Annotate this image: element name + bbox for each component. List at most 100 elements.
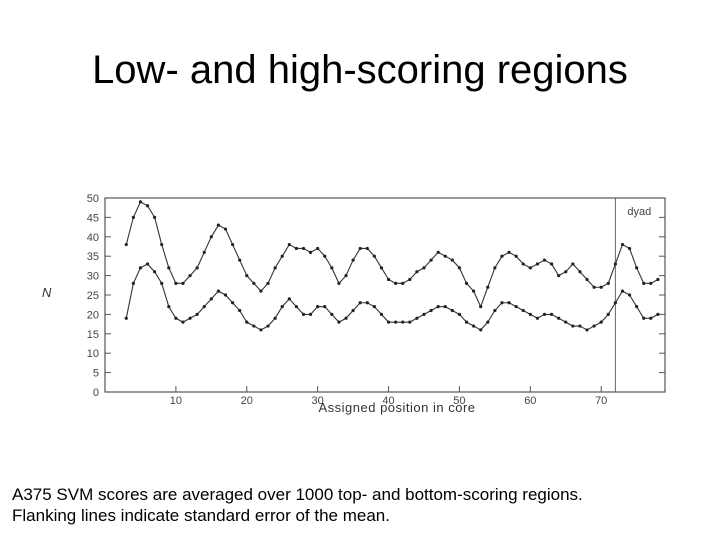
y-tick-label: 40	[87, 232, 99, 244]
data-point	[294, 305, 298, 309]
data-point	[585, 328, 589, 332]
data-point	[294, 246, 298, 251]
x-axis-label: Assigned position in core	[318, 400, 475, 415]
data-point	[408, 277, 412, 282]
data-point	[571, 262, 575, 266]
data-point	[564, 270, 568, 274]
data-point	[479, 328, 483, 332]
data-point	[138, 266, 143, 270]
data-point	[351, 258, 355, 262]
data-point	[358, 246, 362, 251]
data-point	[528, 266, 532, 270]
data-point	[557, 274, 561, 278]
data-point	[337, 281, 341, 285]
x-tick-label: 20	[241, 395, 253, 407]
data-point	[649, 316, 653, 320]
data-point	[160, 281, 164, 285]
x-tick-label: 10	[170, 395, 182, 407]
data-point	[564, 320, 568, 324]
data-point	[457, 312, 462, 316]
data-point	[422, 266, 426, 270]
data-point	[521, 308, 525, 313]
data-point	[372, 305, 376, 309]
data-point	[599, 320, 603, 324]
data-point	[259, 289, 263, 293]
data-point	[429, 308, 433, 313]
data-point	[436, 250, 440, 254]
data-point	[386, 320, 391, 324]
data-point	[450, 258, 454, 262]
data-point	[606, 281, 610, 285]
data-point	[131, 281, 135, 285]
caption: A375 SVM scores are averaged over 1000 t…	[12, 484, 712, 526]
data-point	[202, 250, 206, 254]
data-point	[401, 320, 405, 324]
data-point	[344, 316, 348, 320]
data-point	[337, 320, 341, 324]
y-tick-label: 0	[93, 387, 99, 399]
data-point	[415, 316, 419, 320]
data-point	[464, 320, 469, 324]
dyad-marker: dyad	[614, 198, 651, 392]
data-point	[131, 215, 135, 219]
x-tick-label: 50	[453, 395, 465, 407]
data-point	[500, 301, 504, 305]
data-point	[656, 312, 660, 316]
data-point	[557, 316, 561, 320]
data-point	[195, 312, 199, 316]
data-point	[280, 254, 284, 258]
data-point	[549, 262, 554, 266]
data-point	[613, 262, 617, 266]
data-point	[394, 281, 398, 285]
data-point	[188, 274, 192, 278]
data-point	[642, 281, 646, 285]
data-point	[606, 312, 610, 316]
series-line-2	[125, 263, 659, 331]
data-point	[479, 305, 483, 309]
data-point	[443, 254, 447, 258]
data-point	[585, 277, 589, 282]
data-point	[578, 270, 582, 274]
y-tick-label: 20	[87, 309, 99, 321]
data-point	[535, 262, 540, 266]
data-point	[592, 285, 596, 289]
data-point	[386, 277, 391, 282]
data-point	[620, 289, 625, 293]
data-point	[656, 277, 660, 282]
chart-figure: 0 5 10 15 20 25 30 35 40 45 50 10 20 30 40 50 60 70 dyad…	[20, 185, 720, 420]
data-point	[379, 312, 384, 316]
data-point	[450, 308, 454, 313]
data-point	[223, 227, 228, 231]
y-tick-label: 5	[93, 368, 99, 380]
data-point	[245, 274, 249, 278]
data-point	[620, 242, 625, 247]
data-point	[280, 305, 284, 309]
data-point	[230, 242, 235, 247]
line-chart: 0 5 10 15 20 25 30 35 40 45 50 10 20 30 40 50 60 70 dyad…	[42, 193, 666, 415]
data-point	[592, 324, 596, 328]
data-point	[521, 262, 525, 266]
data-point	[627, 246, 632, 251]
data-point	[599, 285, 603, 289]
x-tick-label: 70	[595, 395, 607, 407]
data-point	[642, 316, 646, 320]
y-tick-label: 10	[87, 348, 99, 360]
data-point	[330, 312, 334, 316]
data-point	[429, 258, 433, 262]
data-point	[195, 266, 199, 270]
data-point	[493, 266, 497, 270]
y-tick-label: 25	[87, 290, 99, 302]
series-line-1	[125, 201, 659, 309]
data-point	[436, 305, 440, 309]
y-tick-label: 30	[87, 271, 99, 283]
caption-line-2: Flanking lines indicate standard error o…	[12, 506, 390, 525]
data-point	[535, 316, 540, 320]
y-tick-label: 15	[87, 329, 99, 341]
y-tick-label: 35	[87, 251, 99, 263]
data-point	[216, 223, 221, 227]
data-point	[167, 305, 171, 309]
data-point	[627, 293, 632, 297]
data-point	[273, 316, 277, 320]
data-point	[145, 204, 150, 208]
data-point	[124, 316, 128, 320]
